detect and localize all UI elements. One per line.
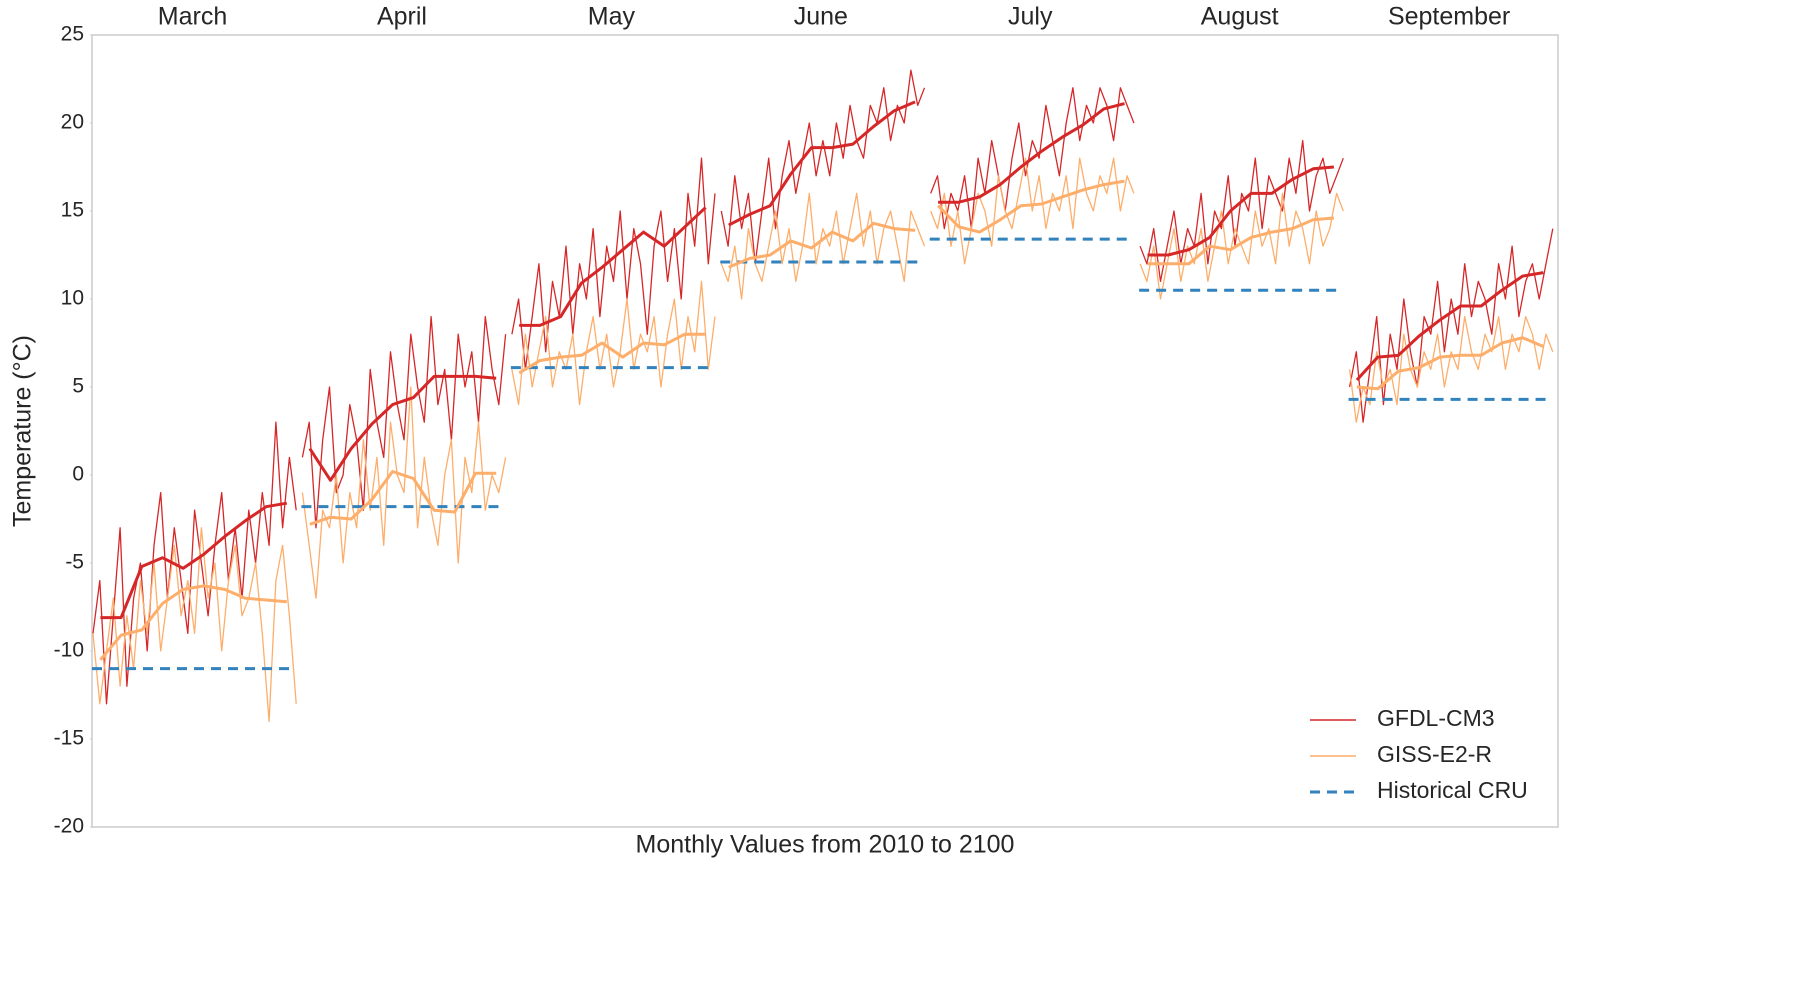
giss-decadal-line: [937, 179, 1125, 234]
giss-annual-line: [1348, 315, 1554, 423]
gfdl-annual-line: [1139, 139, 1344, 283]
giss-decadal-line: [1356, 336, 1544, 391]
y-tick-label: 0: [72, 463, 84, 486]
legend-label: GISS-E2-R: [1377, 741, 1492, 767]
y-tick-label: 20: [61, 111, 84, 134]
legend-label: Historical CRU: [1377, 777, 1528, 803]
giss-annual-line: [301, 386, 507, 599]
gfdl-annual-line: [511, 157, 716, 371]
x-axis-label: Monthly Values from 2010 to 2100: [636, 831, 1015, 859]
gfdl-annual-line: [1348, 228, 1554, 423]
gfdl-annual-line: [301, 315, 507, 529]
giss-decadal-line: [518, 332, 706, 375]
giss-decadal-line: [99, 584, 287, 661]
y-tick-label: 25: [61, 23, 84, 46]
panel-title: March: [158, 3, 227, 31]
giss-annual-line: [720, 192, 926, 300]
giss-decadal-line: [728, 221, 916, 269]
giss-decadal-line: [309, 470, 497, 526]
gfdl-decadal-line: [308, 374, 497, 482]
gfdl-decadal-line: [100, 501, 288, 620]
gfdl-annual-line: [930, 87, 1135, 230]
giss-annual-line: [1139, 192, 1344, 300]
panel-title: May: [588, 3, 636, 31]
y-tick-label: 10: [61, 287, 84, 310]
y-tick-label: -20: [54, 815, 84, 838]
y-tick-label: -5: [65, 551, 84, 574]
gfdl-decadal-line: [728, 100, 916, 227]
panel-title: June: [794, 3, 848, 31]
y-tick-label: 15: [61, 199, 84, 222]
giss-annual-line: [92, 527, 297, 723]
legend-label: GFDL-CM3: [1377, 705, 1495, 731]
panel-title: April: [377, 3, 427, 31]
gfdl-annual-line: [92, 421, 297, 705]
gfdl-decadal-line: [1355, 271, 1544, 382]
gfdl-decadal-line: [1147, 165, 1335, 257]
y-tick-label: -10: [54, 639, 84, 662]
giss-annual-line: [930, 157, 1135, 265]
giss-annual-line: [511, 280, 716, 406]
panel-title: July: [1008, 3, 1053, 31]
giss-decadal-line: [1147, 216, 1335, 266]
y-tick-label: 5: [72, 375, 84, 398]
y-axis-label: Temperature (°C): [9, 335, 37, 527]
gfdl-decadal-line: [519, 206, 707, 327]
panel-title: August: [1201, 3, 1279, 31]
gfdl-decadal-line: [938, 102, 1125, 204]
plot-frame: [91, 34, 1559, 828]
y-tick-label: -15: [54, 727, 84, 750]
panel-title: September: [1388, 3, 1510, 31]
